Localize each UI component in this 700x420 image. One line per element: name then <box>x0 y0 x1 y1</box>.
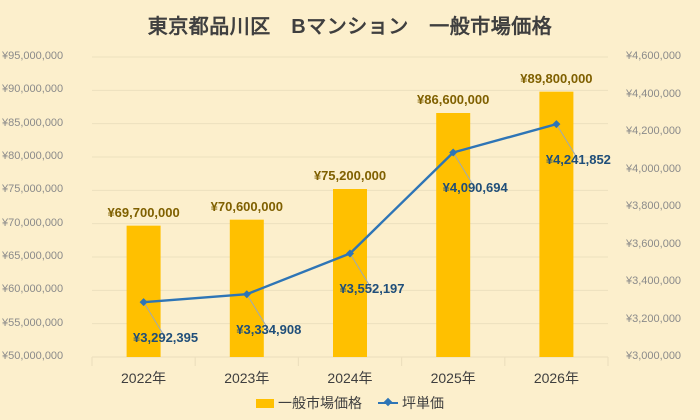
category-axis-label: 2024年 <box>327 370 373 386</box>
legend-item-bar-label: 一般市場価格 <box>278 395 362 411</box>
right-axis-tick-label: ¥3,800,000 <box>626 200 682 212</box>
left-axis-tick-label: ¥55,000,000 <box>2 316 64 329</box>
category-axis-label: 2023年 <box>224 370 270 386</box>
left-axis-tick-label: ¥50,000,000 <box>2 350 64 362</box>
chart-title: 東京都品川区 Bマンション 一般市場価格 <box>147 16 553 38</box>
right-axis-tick-label: ¥4,000,000 <box>626 162 682 175</box>
right-axis-tick-label: ¥3,000,000 <box>626 350 682 362</box>
data-label-leader-line <box>143 301 167 339</box>
left-axis-tick-label: ¥60,000,000 <box>2 283 64 296</box>
left-axis-tick-label: ¥95,000,000 <box>2 50 64 62</box>
right-axis-tick-label: ¥3,600,000 <box>626 237 682 250</box>
legend-line-swatch-icon <box>378 397 398 408</box>
right-axis-tick-label: ¥3,400,000 <box>626 275 682 287</box>
category-axis-label: 2026年 <box>533 370 579 386</box>
bar-value-label: ¥70,600,000 <box>210 198 283 214</box>
legend-item-line[interactable]: 坪単価 <box>378 393 444 413</box>
line-value-label: ¥3,334,908 <box>236 322 302 338</box>
bar-value-label: ¥75,200,000 <box>313 168 387 183</box>
line-marker[interactable] <box>449 148 458 157</box>
bar[interactable] <box>539 91 574 358</box>
data-label-leader-line <box>452 152 476 189</box>
left-axis-tick-label: ¥85,000,000 <box>2 116 64 129</box>
right-axis-tick-label: ¥4,200,000 <box>626 125 682 137</box>
category-axis-label: 2025年 <box>430 370 476 386</box>
bar-value-label: ¥69,700,000 <box>107 204 180 220</box>
left-axis-tick-label: ¥75,000,000 <box>2 183 64 196</box>
legend-bar-swatch-icon <box>256 398 274 408</box>
bar-value-label: ¥86,600,000 <box>417 92 490 107</box>
line-marker[interactable] <box>242 290 251 299</box>
left-axis-tick-label: ¥80,000,000 <box>2 150 64 162</box>
left-axis-tick-label: ¥65,000,000 <box>2 250 64 262</box>
legend-item-bar[interactable]: 一般市場価格 <box>256 393 362 413</box>
bar-value-label: ¥89,800,000 <box>520 70 593 86</box>
chart-legend: 一般市場価格 坪単価 <box>0 393 700 413</box>
data-label-leader-line <box>349 253 373 290</box>
line-value-label: ¥4,241,852 <box>545 152 611 168</box>
left-axis-tick-label: ¥70,000,000 <box>2 216 64 229</box>
bar[interactable] <box>333 189 367 357</box>
data-label-leader-line <box>246 293 270 331</box>
line-marker[interactable] <box>552 120 561 129</box>
right-axis-tick-label: ¥4,400,000 <box>626 87 682 100</box>
category-axis-label: 2022年 <box>121 370 167 386</box>
right-axis-tick-label: ¥3,200,000 <box>626 312 682 325</box>
line-value-label: ¥3,552,197 <box>339 281 405 297</box>
legend-item-line-label: 坪単価 <box>402 395 444 411</box>
line-value-label: ¥4,090,694 <box>442 180 508 196</box>
line-marker[interactable] <box>346 249 354 258</box>
data-label-leader-line <box>555 123 579 161</box>
right-axis-tick-label: ¥4,600,000 <box>626 50 682 62</box>
bar[interactable] <box>229 219 264 357</box>
line-value-label: ¥3,292,395 <box>133 330 199 346</box>
bar[interactable] <box>126 225 161 357</box>
line-marker[interactable] <box>139 298 148 307</box>
left-axis-tick-label: ¥90,000,000 <box>2 83 64 96</box>
